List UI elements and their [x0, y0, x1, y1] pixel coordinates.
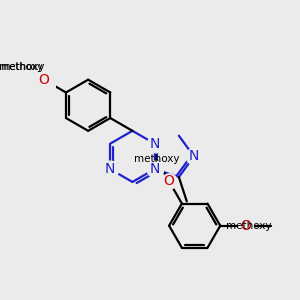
Text: O: O: [240, 219, 251, 233]
Text: N: N: [149, 162, 160, 176]
Text: O: O: [164, 174, 175, 188]
Text: N: N: [105, 162, 116, 176]
Text: N: N: [149, 136, 160, 151]
Text: methoxy: methoxy: [134, 154, 179, 164]
Text: N: N: [189, 149, 199, 164]
Text: methoxy: methoxy: [0, 62, 44, 72]
Text: O: O: [38, 73, 49, 87]
Text: methoxy: methoxy: [226, 221, 272, 231]
Text: methoxy: methoxy: [0, 62, 43, 72]
